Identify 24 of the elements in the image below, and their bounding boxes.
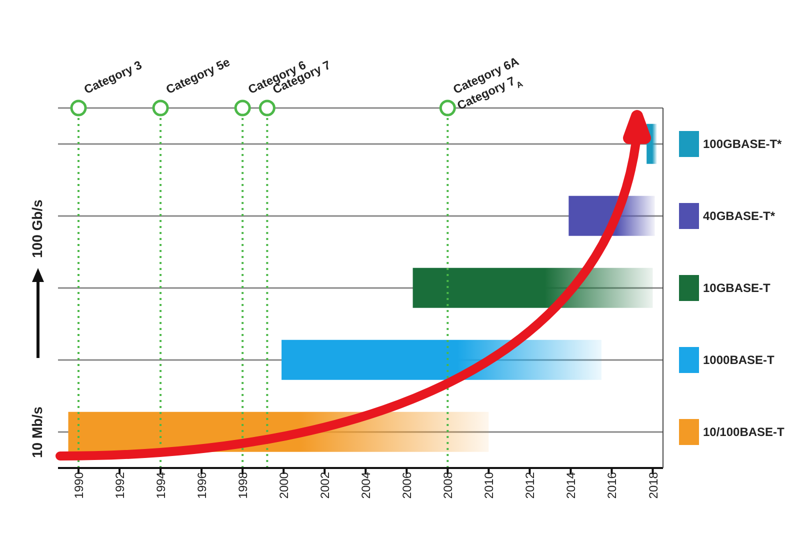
x-tick-label: 2006	[400, 472, 414, 499]
bar	[412, 268, 653, 308]
bar	[282, 340, 602, 380]
y-tick-label: 10GBASE-T	[703, 281, 772, 295]
text: 10 Mb/s	[29, 406, 45, 458]
text: 100 Gb/s	[29, 199, 45, 258]
y-tick-label: 10/100BASE-T	[703, 425, 786, 439]
x-tick-label: 2004	[359, 472, 374, 499]
x-tick-label: 1994	[154, 472, 168, 499]
x-tick-label: 2010	[482, 472, 496, 499]
x-tick-label: 2008	[441, 472, 456, 499]
y-tick-label: 100GBASE-T*	[703, 137, 782, 151]
x-tick-label: 2018	[646, 472, 660, 499]
y-tick-label: 40GBASE-T*	[703, 209, 776, 223]
x-tick-label: 2000	[277, 472, 292, 499]
y-tick-label: 1000BASE-T	[703, 353, 776, 367]
x-tick-label: 2016	[605, 472, 620, 499]
x-tick-label: 2012	[523, 472, 538, 499]
x-tick-label: 2002	[318, 472, 332, 499]
x-tick-label: 1998	[236, 472, 250, 499]
x-tick-label: 2014	[564, 472, 578, 499]
x-tick-label: 1996	[195, 472, 210, 499]
x-tick-label: 1992	[113, 472, 128, 499]
x-tick-label: 1990	[72, 472, 86, 499]
